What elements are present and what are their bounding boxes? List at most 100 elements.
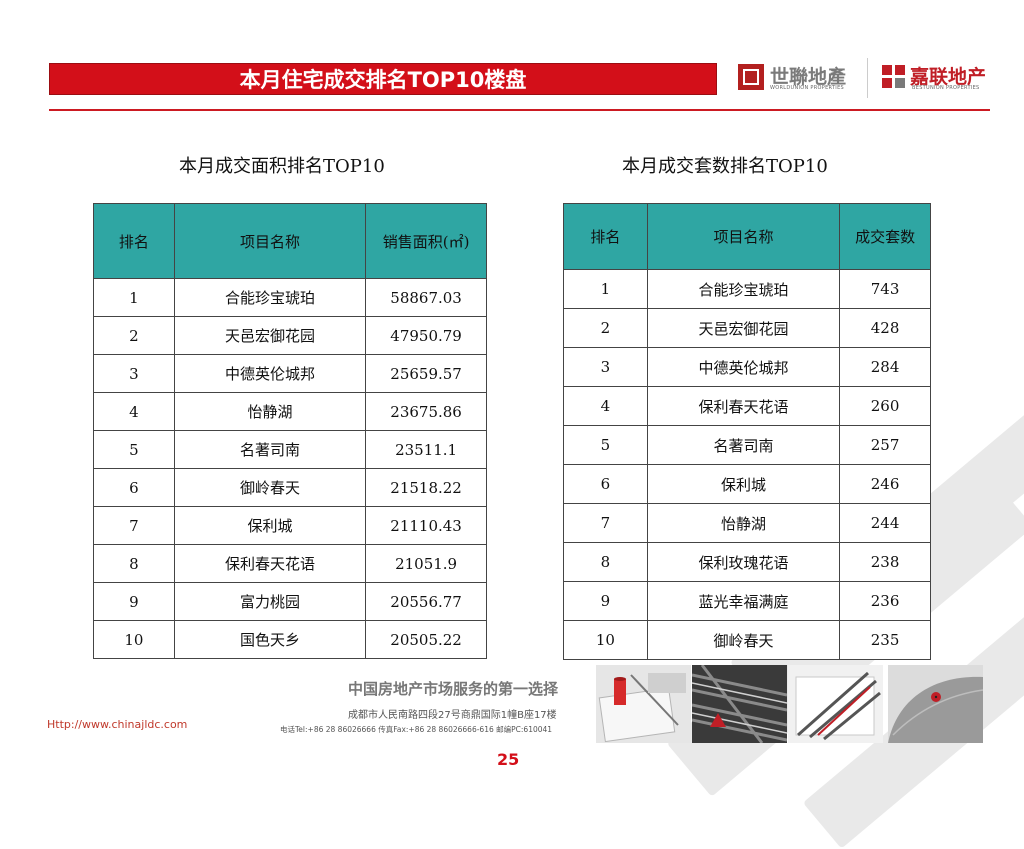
table-row: 9 蓝光幸福满庭 236 bbox=[563, 581, 931, 621]
rank-cell: 5 bbox=[93, 430, 175, 469]
project-cell: 中德英伦城邦 bbox=[646, 347, 841, 387]
rank-cell: 1 bbox=[93, 278, 175, 317]
footer-url-link[interactable]: Http://www.chinajldc.com bbox=[47, 718, 188, 731]
photo-pens bbox=[788, 665, 883, 743]
project-cell: 国色天乡 bbox=[173, 620, 367, 659]
project-cell: 天邑宏御花园 bbox=[646, 308, 841, 348]
project-cell: 富力桃园 bbox=[173, 582, 367, 621]
area-cell: 25659.57 bbox=[365, 354, 487, 393]
bestunion-logo-text: 嘉联地产 bbox=[910, 66, 987, 88]
units-cell: 428 bbox=[839, 308, 931, 348]
worldunion-logo-text: 世聯地產 bbox=[770, 66, 847, 88]
table-row: 5 名著司南 23511.1 bbox=[93, 430, 487, 469]
bestunion-logo: 嘉联地产 BESTUNION PROPERTIES bbox=[882, 64, 997, 96]
rank-cell: 9 bbox=[93, 582, 175, 621]
table-row: 9 富力桃园 20556.77 bbox=[93, 582, 487, 621]
photo-texture bbox=[692, 665, 787, 743]
table-row: 1 合能珍宝琥珀 58867.03 bbox=[93, 278, 487, 317]
table-row: 5 名著司南 257 bbox=[563, 425, 931, 465]
units-cell: 260 bbox=[839, 386, 931, 426]
table-row: 3 中德英伦城邦 25659.57 bbox=[93, 354, 487, 393]
table-row: 4 怡静湖 23675.86 bbox=[93, 392, 487, 431]
project-cell: 天邑宏御花园 bbox=[173, 316, 367, 355]
units-cell: 235 bbox=[839, 620, 931, 660]
rank-cell: 6 bbox=[563, 464, 648, 504]
table-row: 7 保利城 21110.43 bbox=[93, 506, 487, 545]
rank-cell: 9 bbox=[563, 581, 648, 621]
area-cell: 21518.22 bbox=[365, 468, 487, 507]
project-cell: 保利城 bbox=[646, 464, 841, 504]
rank-cell: 8 bbox=[93, 544, 175, 583]
area-cell: 47950.79 bbox=[365, 316, 487, 355]
photo-documents bbox=[596, 665, 691, 743]
project-cell: 保利春天花语 bbox=[173, 544, 367, 583]
rank-cell: 8 bbox=[563, 542, 648, 582]
worldunion-logo: 世聯地產 WORLDUNION PROPERTIES bbox=[738, 64, 863, 96]
table-row: 6 御岭春天 21518.22 bbox=[93, 468, 487, 507]
units-cell: 284 bbox=[839, 347, 931, 387]
rank-cell: 5 bbox=[563, 425, 648, 465]
column-header-project: 项目名称 bbox=[646, 203, 841, 270]
table-row: 8 保利春天花语 21051.9 bbox=[93, 544, 487, 583]
units-cell: 236 bbox=[839, 581, 931, 621]
project-cell: 御岭春天 bbox=[646, 620, 841, 660]
rank-cell: 10 bbox=[563, 620, 648, 660]
table-header-row: 排名 项目名称 成交套数 bbox=[563, 203, 931, 270]
project-cell: 怡静湖 bbox=[173, 392, 367, 431]
column-header-rank: 排名 bbox=[563, 203, 648, 270]
table-header-row: 排名 项目名称 销售面积(㎡) bbox=[93, 203, 487, 279]
project-cell: 名著司南 bbox=[646, 425, 841, 465]
bestunion-logo-subtext: BESTUNION PROPERTIES bbox=[912, 85, 980, 91]
project-cell: 名著司南 bbox=[173, 430, 367, 469]
table-row: 3 中德英伦城邦 284 bbox=[563, 347, 931, 387]
units-cell: 257 bbox=[839, 425, 931, 465]
worldunion-logo-subtext: WORLDUNION PROPERTIES bbox=[770, 85, 844, 91]
rank-cell: 4 bbox=[93, 392, 175, 431]
units-table-caption: 本月成交套数排名TOP10 bbox=[622, 156, 828, 177]
table-row: 2 天邑宏御花园 428 bbox=[563, 308, 931, 348]
rank-cell: 3 bbox=[563, 347, 648, 387]
title-bar: 本月住宅成交排名TOP10楼盘 bbox=[49, 63, 717, 95]
worldunion-logo-mark-icon bbox=[738, 64, 764, 90]
page-number: 25 bbox=[497, 750, 520, 769]
area-cell: 20556.77 bbox=[365, 582, 487, 621]
rank-cell: 3 bbox=[93, 354, 175, 393]
column-header-area: 销售面积(㎡) bbox=[365, 203, 487, 279]
table-row: 2 天邑宏御花园 47950.79 bbox=[93, 316, 487, 355]
units-cell: 246 bbox=[839, 464, 931, 504]
project-cell: 御岭春天 bbox=[173, 468, 367, 507]
footer-slogan: 中国房地产市场服务的第一选择 bbox=[348, 680, 559, 698]
column-header-units: 成交套数 bbox=[839, 203, 931, 270]
project-cell: 合能珍宝琥珀 bbox=[173, 278, 367, 317]
photo-ladybug-leaf bbox=[888, 665, 983, 743]
rank-cell: 4 bbox=[563, 386, 648, 426]
table-row: 8 保利玫瑰花语 238 bbox=[563, 542, 931, 582]
units-cell: 238 bbox=[839, 542, 931, 582]
table-row: 4 保利春天花语 260 bbox=[563, 386, 931, 426]
area-cell: 20505.22 bbox=[365, 620, 487, 659]
units-ranking-table: 排名 项目名称 成交套数 1 合能珍宝琥珀 743 2 天邑宏御花园 428 3 中德英伦… bbox=[563, 203, 931, 660]
table-row: 10 国色天乡 20505.22 bbox=[93, 620, 487, 659]
table-row: 6 保利城 246 bbox=[563, 464, 931, 504]
area-cell: 58867.03 bbox=[365, 278, 487, 317]
project-cell: 合能珍宝琥珀 bbox=[646, 269, 841, 309]
rank-cell: 7 bbox=[93, 506, 175, 545]
rank-cell: 6 bbox=[93, 468, 175, 507]
table-row: 10 御岭春天 235 bbox=[563, 620, 931, 660]
page-title: 本月住宅成交排名TOP10楼盘 bbox=[239, 68, 527, 92]
rank-cell: 2 bbox=[93, 316, 175, 355]
bestunion-logo-mark-icon bbox=[882, 65, 906, 89]
project-cell: 蓝光幸福满庭 bbox=[646, 581, 841, 621]
area-cell: 21051.9 bbox=[365, 544, 487, 583]
column-header-rank: 排名 bbox=[93, 203, 175, 279]
project-cell: 保利玫瑰花语 bbox=[646, 542, 841, 582]
column-header-project: 项目名称 bbox=[173, 203, 367, 279]
area-cell: 23675.86 bbox=[365, 392, 487, 431]
rank-cell: 2 bbox=[563, 308, 648, 348]
project-cell: 中德英伦城邦 bbox=[173, 354, 367, 393]
logo-divider bbox=[867, 58, 868, 98]
area-table-caption: 本月成交面积排名TOP10 bbox=[179, 156, 385, 177]
header-divider bbox=[49, 109, 990, 111]
rank-cell: 7 bbox=[563, 503, 648, 543]
area-cell: 21110.43 bbox=[365, 506, 487, 545]
